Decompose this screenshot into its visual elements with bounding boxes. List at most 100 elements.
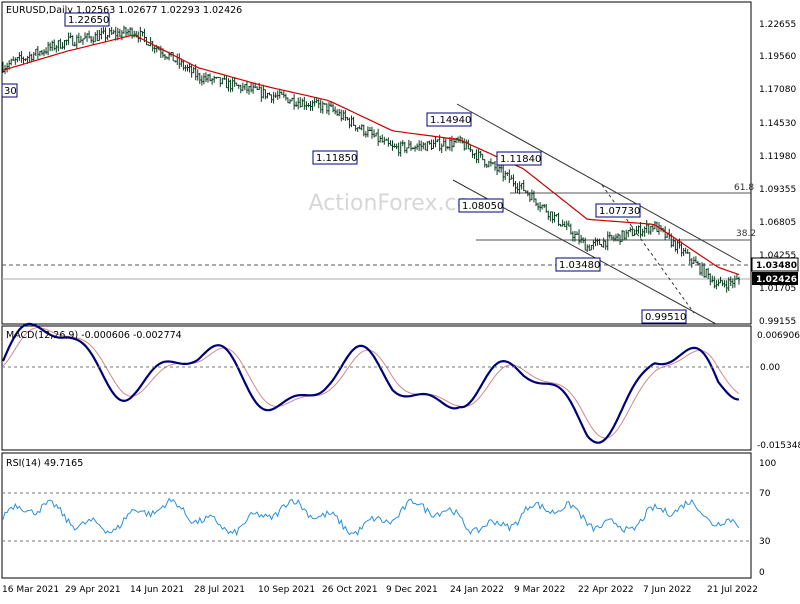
ohlc-bar — [557, 212, 560, 226]
ohlc-bar — [147, 44, 150, 46]
swing-label: 1.11850 — [316, 153, 357, 164]
ohlc-bar — [196, 69, 199, 81]
ohlc-bar — [237, 84, 240, 89]
ohlc-bar — [303, 96, 306, 110]
ohlc-bar — [543, 203, 546, 209]
ohlc-bar — [92, 36, 95, 46]
ohlc-bar — [20, 51, 23, 63]
ohlc-bar — [55, 45, 58, 53]
ohlc-bar — [692, 256, 695, 264]
price-tick: 1.22655 — [759, 20, 796, 30]
ohlc-bar — [619, 234, 622, 245]
ohlc-bar — [721, 280, 724, 287]
ohlc-bar — [327, 101, 330, 116]
rsi-panel — [1, 452, 752, 579]
ohlc-bar — [532, 190, 535, 203]
ohlc-bar — [332, 103, 335, 113]
ohlc-bar — [602, 237, 605, 248]
ohlc-bar — [418, 140, 421, 151]
ohlc-bar — [594, 237, 597, 247]
ohlc-bar — [94, 32, 97, 43]
ohlc-bar — [448, 136, 451, 151]
ohlc-bar — [278, 88, 281, 99]
ohlc-bar — [305, 101, 308, 111]
ohlc-bar — [229, 79, 232, 93]
rsi-tick: 0 — [759, 568, 765, 578]
ohlc-bar — [498, 165, 501, 173]
ohlc-bar — [174, 60, 177, 63]
ohlc-bar — [159, 45, 162, 58]
ohlc-bar — [84, 32, 86, 40]
ohlc-bar — [266, 92, 269, 99]
ohlc-bar — [528, 192, 531, 202]
swing-box — [426, 112, 472, 127]
ohlc-bar — [49, 42, 52, 52]
ohlc-bar — [393, 143, 396, 148]
ohlc-bar — [608, 231, 611, 239]
ohlc-bar — [352, 116, 355, 127]
ohlc-bar — [463, 138, 466, 151]
ohlc-bar — [360, 124, 363, 131]
ohlc-bar — [723, 280, 726, 288]
ohlc-bar — [674, 240, 677, 252]
ohlc-bar — [571, 231, 574, 242]
ohlc-bar — [313, 97, 316, 107]
rsi-tick: 70 — [759, 489, 771, 499]
ohlc-bar — [368, 126, 371, 132]
date-tick: 16 Mar 2021 — [2, 585, 59, 595]
ohlc-bar — [16, 57, 19, 63]
swing-box — [312, 150, 358, 165]
ohlc-bar — [188, 62, 191, 73]
ohlc-bar — [122, 25, 125, 34]
ohlc-bar — [477, 148, 480, 164]
ohlc-bar — [125, 27, 127, 37]
ohlc-bar — [182, 59, 185, 71]
ohlc-bar — [494, 161, 496, 171]
ohlc-bar — [346, 116, 349, 121]
ohlc-bar — [629, 227, 632, 233]
ohlc-bar — [371, 126, 373, 139]
ohlc-bar — [567, 220, 570, 227]
ohlc-bar — [112, 29, 115, 35]
ohlc-bar — [586, 244, 589, 253]
ohlc-bar — [569, 223, 572, 235]
ohlc-bar — [735, 274, 738, 280]
fib-618-label: 61.8 — [734, 183, 754, 193]
price-tick: 1.19560 — [759, 52, 796, 62]
ohlc-bar — [590, 245, 593, 251]
ohlc-bar — [506, 172, 509, 176]
ohlc-bar — [563, 221, 566, 228]
ohlc-bar — [286, 97, 289, 104]
ohlc-bar — [403, 141, 406, 153]
swing-annotations: 1.22650 1.14940 1.11850 1.11840 1.08050 … — [1, 12, 687, 324]
ohlc-bar — [129, 27, 132, 36]
ohlc-bar — [549, 211, 552, 222]
macd-label: MACD(12,26,9) -0.000606 -0.002774 — [6, 330, 182, 341]
ohlc-bar — [643, 226, 646, 237]
ohlc-bar — [248, 86, 250, 95]
ohlc-bar — [422, 142, 425, 150]
ohlc-bar — [14, 57, 17, 65]
ohlc-bar — [514, 180, 517, 193]
swing-box — [458, 198, 504, 213]
ohlc-bar — [479, 150, 482, 158]
ohlc-bar — [338, 108, 341, 117]
ohlc-bar — [688, 252, 691, 265]
ohlc-bar — [178, 53, 181, 69]
ohlc-bar — [186, 64, 189, 72]
ohlc-bar — [705, 268, 708, 278]
ohlc-bar — [573, 230, 576, 242]
price-bars — [2, 25, 740, 293]
ohlc-bar — [690, 258, 693, 268]
swing-label: 1.07730 — [599, 206, 640, 217]
ohlc-bar — [213, 75, 216, 83]
ohlc-bar — [231, 78, 234, 92]
ohlc-bar — [496, 164, 499, 176]
ohlc-bar — [104, 27, 107, 43]
ohlc-bar — [485, 163, 488, 168]
ohlc-bar — [280, 91, 283, 95]
ohlc-bar — [680, 241, 683, 257]
ohlc-bar — [200, 75, 203, 86]
ohlc-bar — [274, 92, 277, 98]
